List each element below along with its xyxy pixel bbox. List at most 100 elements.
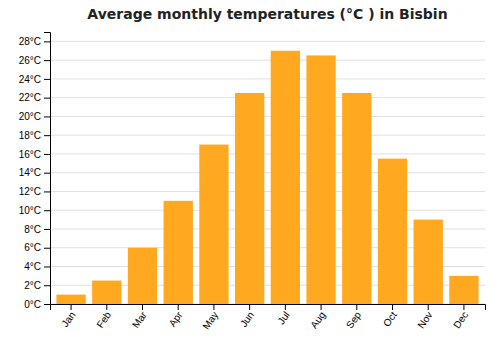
y-tick-mark [44,229,50,230]
y-axis: 0°C 2°C 4°C 6°C 8°C 10°C 12°C 14°C 16°C 18°C 20°C 2… [19,33,51,310]
x-tick: Jun [238,304,256,329]
x-tick-label: Aug [308,309,327,330]
y-tick-label: 0°C [24,299,41,310]
x-tick-mark [392,304,393,310]
x-tick-label: May [200,309,220,331]
bar [199,145,228,304]
y-tick-label: 8°C [24,224,41,235]
x-tick-label: Apr [167,309,185,329]
x-tick: Apr [167,304,185,329]
y-tick-mark [44,266,50,267]
x-tick-mark [71,304,72,310]
x-tick-mark [142,304,143,310]
y-tick-mark [44,79,50,80]
y-tick: 18°C [19,130,50,141]
grid-line [50,60,485,61]
y-tick-label: 4°C [24,261,41,272]
y-tick-mark [44,98,50,99]
bar [128,248,157,304]
y-tick-mark [44,191,50,192]
bar [306,55,335,304]
x-tick-label: Nov [415,309,434,330]
y-tick-mark [44,210,50,211]
y-tick-mark [44,135,50,136]
x-tick-label: Feb [94,309,113,330]
y-tick: 8°C [24,224,50,235]
x-tick-mark [463,304,464,310]
y-tick-label: 2°C [24,280,41,291]
title: Average monthly temperatures (°C ) in Bi… [87,6,447,22]
y-tick-label: 20°C [19,111,41,122]
bar [271,51,300,304]
chart-container: 0°C 2°C 4°C 6°C 8°C 10°C 12°C 14°C 16°C 18°C 20°C 2… [0,0,500,350]
y-tick-label: 16°C [19,149,41,160]
y-tick-label: 14°C [19,167,41,178]
x-tick: May [200,304,220,331]
grid-line [50,135,485,136]
x-tick-mark [213,304,214,310]
y-tick-mark [44,41,50,42]
y-tick-label: 24°C [19,74,41,85]
x-tick-mark [249,304,250,310]
y-tick-mark [44,60,50,61]
y-tick-label: 18°C [19,130,41,141]
x-tick-label: Jan [59,309,77,329]
grid-line [50,41,485,42]
bar [449,276,478,304]
x-tick: Sep [344,304,363,330]
y-tick: 24°C [19,74,50,85]
x-tick: Mar [130,304,149,330]
y-tick-label: 6°C [24,242,41,253]
bars [56,51,478,304]
x-tick-label: Oct [381,309,399,328]
y-tick-label: 28°C [19,36,41,47]
y-tick-mark [44,154,50,155]
x-tick: Oct [381,304,399,329]
x-tick-mark [285,304,286,310]
x-tick-label: Dec [451,309,470,330]
plot-root: 0°C 2°C 4°C 6°C 8°C 10°C 12°C 14°C 16°C 18°C 20°C 2… [19,33,486,332]
x-tick: Aug [308,304,327,330]
x-tick: Nov [415,304,434,330]
y-tick-mark [44,285,50,286]
y-tick: 22°C [19,92,50,103]
y-tick: 14°C [19,167,50,178]
grid-line [50,172,485,173]
x-tick-mark [356,304,357,310]
y-tick: 16°C [19,149,50,160]
x-tick-mark [106,304,107,310]
grid [50,41,485,304]
grid-line [50,97,485,98]
x-tick-label: Mar [130,309,149,330]
y-tick-mark [44,248,50,249]
y-tick-label: 10°C [19,205,41,216]
y-tick-mark [44,304,50,305]
x-tick: Jul [275,304,291,326]
y-tick: 26°C [19,55,50,66]
y-tick-label: 22°C [19,92,41,103]
y-tick: 0°C [24,299,50,310]
bar [92,281,121,304]
grid-line [50,78,485,79]
x-axis-line [51,305,486,311]
y-tick-label: 12°C [19,186,41,197]
x-tick-mark [178,304,179,310]
y-tick: 4°C [24,261,50,272]
grid-line [50,116,485,117]
x-tick-label: Jun [238,309,256,329]
y-tick: 2°C [24,280,50,291]
x-tick: Feb [94,304,113,330]
y-tick-label: 26°C [19,55,41,66]
y-tick-mark [44,173,50,174]
x-tick: Dec [451,304,470,330]
y-tick: 10°C [19,205,50,216]
y-tick: 12°C [19,186,50,197]
grid-line [50,153,485,154]
grid-line [50,210,485,211]
y-tick: 6°C [24,242,50,253]
bar [56,295,85,304]
bar [164,201,193,304]
grid-line [50,191,485,192]
y-tick: 20°C [19,111,50,122]
bar [378,159,407,304]
